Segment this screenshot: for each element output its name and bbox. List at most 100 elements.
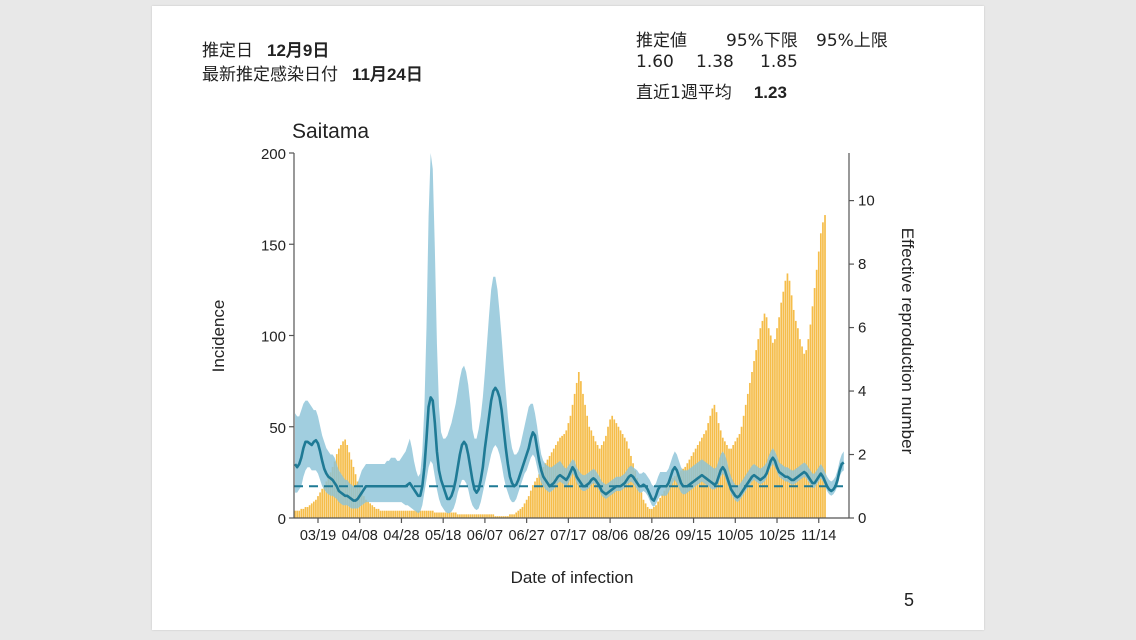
incidence-bar bbox=[294, 510, 296, 518]
incidence-bar bbox=[383, 510, 386, 518]
incidence-bar bbox=[365, 499, 367, 518]
rt-upper-value: 1.85 bbox=[760, 52, 798, 72]
incidence-bar bbox=[809, 324, 812, 518]
incidence-bar bbox=[776, 328, 778, 518]
incidence-bar bbox=[456, 514, 459, 518]
incidence-bar bbox=[448, 512, 451, 518]
incidence-bar bbox=[438, 512, 440, 518]
incidence-bar bbox=[634, 470, 636, 518]
incidence-bar bbox=[772, 342, 774, 518]
incidence-bar bbox=[671, 477, 674, 518]
incidence-bar bbox=[379, 510, 382, 518]
incidence-bar bbox=[394, 510, 397, 518]
incidence-bar bbox=[655, 505, 657, 518]
estimate-values: 1.60 1.38 1.85 bbox=[636, 52, 798, 72]
incidence-bar bbox=[792, 309, 795, 518]
incidence-bar bbox=[736, 437, 739, 518]
incidence-bar bbox=[467, 514, 470, 518]
incidence-bar bbox=[755, 350, 757, 518]
incidence-bar bbox=[344, 439, 346, 518]
incidence-bar bbox=[824, 215, 826, 519]
incidence-bar bbox=[536, 477, 538, 518]
incidence-bar bbox=[525, 499, 528, 518]
incidence-bar bbox=[529, 490, 532, 519]
incidence-bar bbox=[580, 381, 582, 519]
rt-confidence-band bbox=[295, 153, 844, 514]
incidence-bar bbox=[452, 512, 455, 518]
incidence-bar bbox=[367, 501, 369, 518]
incidence-bar bbox=[613, 419, 616, 518]
rt-incidence-chart: Saitama 0 50 100 150 200 0 2 4 6 8 10 03/19 04/08 04/… bbox=[209, 120, 917, 587]
y-tick-label: 100 bbox=[261, 329, 286, 346]
incidence-bar bbox=[323, 485, 326, 518]
incidence-bar bbox=[479, 514, 482, 518]
incidence-bar bbox=[507, 516, 509, 518]
incidence-bar bbox=[673, 476, 676, 518]
incidence-bar bbox=[415, 510, 417, 518]
incidence-bar bbox=[644, 503, 647, 518]
incidence-bar bbox=[321, 488, 324, 518]
y-right-tick-label: 4 bbox=[858, 383, 866, 400]
incidence-bar bbox=[496, 516, 499, 518]
incidence-bar bbox=[377, 508, 380, 519]
incidence-bar bbox=[609, 419, 611, 518]
y-tick-label: 0 bbox=[278, 511, 286, 528]
incidence-bar bbox=[759, 328, 762, 518]
incidence-bar bbox=[463, 514, 465, 518]
incidence-bar bbox=[646, 507, 649, 518]
incidence-bar bbox=[488, 514, 490, 518]
x-tick-label: 06/07 bbox=[467, 528, 503, 544]
incidence-bar bbox=[469, 514, 472, 518]
incidence-bar bbox=[500, 516, 503, 518]
incidence-bar bbox=[446, 512, 449, 518]
incidence-bar bbox=[724, 441, 726, 518]
x-tick-label: 10/05 bbox=[717, 528, 753, 544]
incidence-bar bbox=[429, 510, 432, 518]
incidence-bar bbox=[371, 505, 374, 518]
incidence-bar bbox=[586, 415, 588, 518]
incidence-bar bbox=[427, 510, 430, 518]
incidence-bar bbox=[757, 339, 760, 518]
estimate-date-value: 12月9日 bbox=[267, 41, 330, 60]
incidence-bar bbox=[431, 510, 434, 518]
incidence-bar bbox=[325, 481, 328, 518]
incidence-bar bbox=[615, 423, 618, 518]
incidence-bar bbox=[450, 512, 453, 518]
incidence-bar bbox=[746, 393, 749, 518]
rt-ci-area bbox=[295, 153, 844, 514]
incidence-bar bbox=[803, 353, 805, 518]
incidence-bar bbox=[603, 441, 605, 518]
incidence-bar bbox=[392, 510, 394, 518]
incidence-bar bbox=[751, 372, 753, 518]
incidence-bar bbox=[425, 510, 428, 518]
incidence-bar bbox=[600, 445, 603, 518]
incidence-bar bbox=[454, 512, 457, 518]
y-right-tick-label: 0 bbox=[858, 510, 866, 527]
incidence-bar bbox=[440, 512, 442, 518]
incidence-bar bbox=[459, 514, 461, 518]
incidence-bar bbox=[663, 490, 666, 519]
y-right-tick-label: 10 bbox=[858, 193, 875, 210]
x-tick-label: 08/06 bbox=[592, 528, 628, 544]
incidence-bar bbox=[738, 434, 741, 518]
x-axis-label: Date of infection bbox=[511, 568, 634, 587]
incidence-bar bbox=[521, 507, 524, 518]
incidence-bar bbox=[628, 448, 630, 518]
incidence-bar bbox=[504, 516, 507, 518]
incidence-bar bbox=[669, 479, 672, 518]
incidence-bar bbox=[611, 415, 614, 518]
latest-infection-date-line: 最新推定感染日付 11月24日 bbox=[202, 64, 423, 86]
incidence-bar bbox=[799, 339, 801, 518]
incidence-bar bbox=[744, 404, 747, 518]
incidence-bar bbox=[473, 514, 476, 518]
incidence-bar bbox=[742, 415, 745, 518]
slide: 推定日 12月9日 最新推定感染日付 11月24日 推定値 95%下限 95%上限 1.… bbox=[152, 6, 984, 630]
incidence-bar bbox=[419, 510, 422, 518]
incidence-bar bbox=[302, 508, 305, 519]
incidence-bar bbox=[813, 288, 816, 518]
incidence-bar bbox=[388, 510, 390, 518]
incidence-bar bbox=[534, 481, 536, 518]
incidence-bar bbox=[817, 251, 820, 519]
incidence-bar bbox=[544, 463, 547, 518]
incidence-bar bbox=[632, 463, 634, 518]
